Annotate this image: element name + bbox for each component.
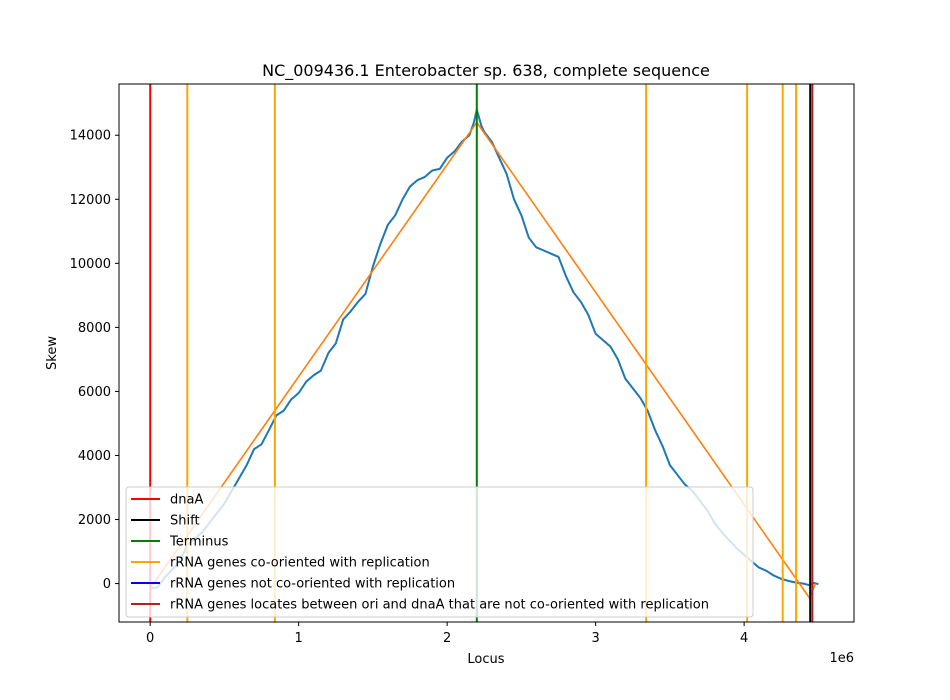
y-tick-label: 2000 bbox=[78, 513, 111, 528]
x-tick-label: 2 bbox=[443, 631, 451, 646]
y-tick-label: 0 bbox=[103, 577, 111, 592]
legend: dnaA Shift Terminus rRNA genes co-oriented … bbox=[125, 486, 754, 618]
y-axis-label: Skew bbox=[45, 336, 60, 370]
axis-ticks: 0 1 2 3 4 0 2000 4000 6000 8000 10000 12000 14000 bbox=[70, 129, 749, 646]
legend-label: rRNA genes locates between ori and dnaA … bbox=[170, 598, 709, 613]
plot-frame bbox=[118, 83, 855, 623]
chart-title: NC_009436.1 Enterobacter sp. 638, comple… bbox=[262, 61, 710, 81]
legend-box bbox=[125, 486, 754, 618]
y-tick-label: 6000 bbox=[78, 385, 111, 400]
x-tick-label: 3 bbox=[591, 631, 599, 646]
legend-label: Shift bbox=[170, 514, 200, 529]
y-tick-label: 4000 bbox=[78, 449, 111, 464]
x-tick-label: 4 bbox=[740, 631, 748, 646]
x-axis-offset-label: 1e6 bbox=[829, 651, 854, 666]
x-tick-label: 1 bbox=[295, 631, 303, 646]
legend-label: rRNA genes co-oriented with replication bbox=[170, 556, 430, 571]
legend-label: dnaA bbox=[170, 493, 203, 508]
legend-label: Terminus bbox=[169, 535, 229, 550]
y-tick-label: 12000 bbox=[70, 193, 111, 208]
y-tick-label: 10000 bbox=[70, 257, 111, 272]
y-tick-label: 8000 bbox=[78, 321, 111, 336]
y-tick-label: 14000 bbox=[70, 129, 111, 144]
x-axis-label: Locus bbox=[467, 652, 504, 667]
x-tick-label: 0 bbox=[146, 631, 154, 646]
legend-label: rRNA genes not co-oriented with replicat… bbox=[170, 577, 455, 592]
